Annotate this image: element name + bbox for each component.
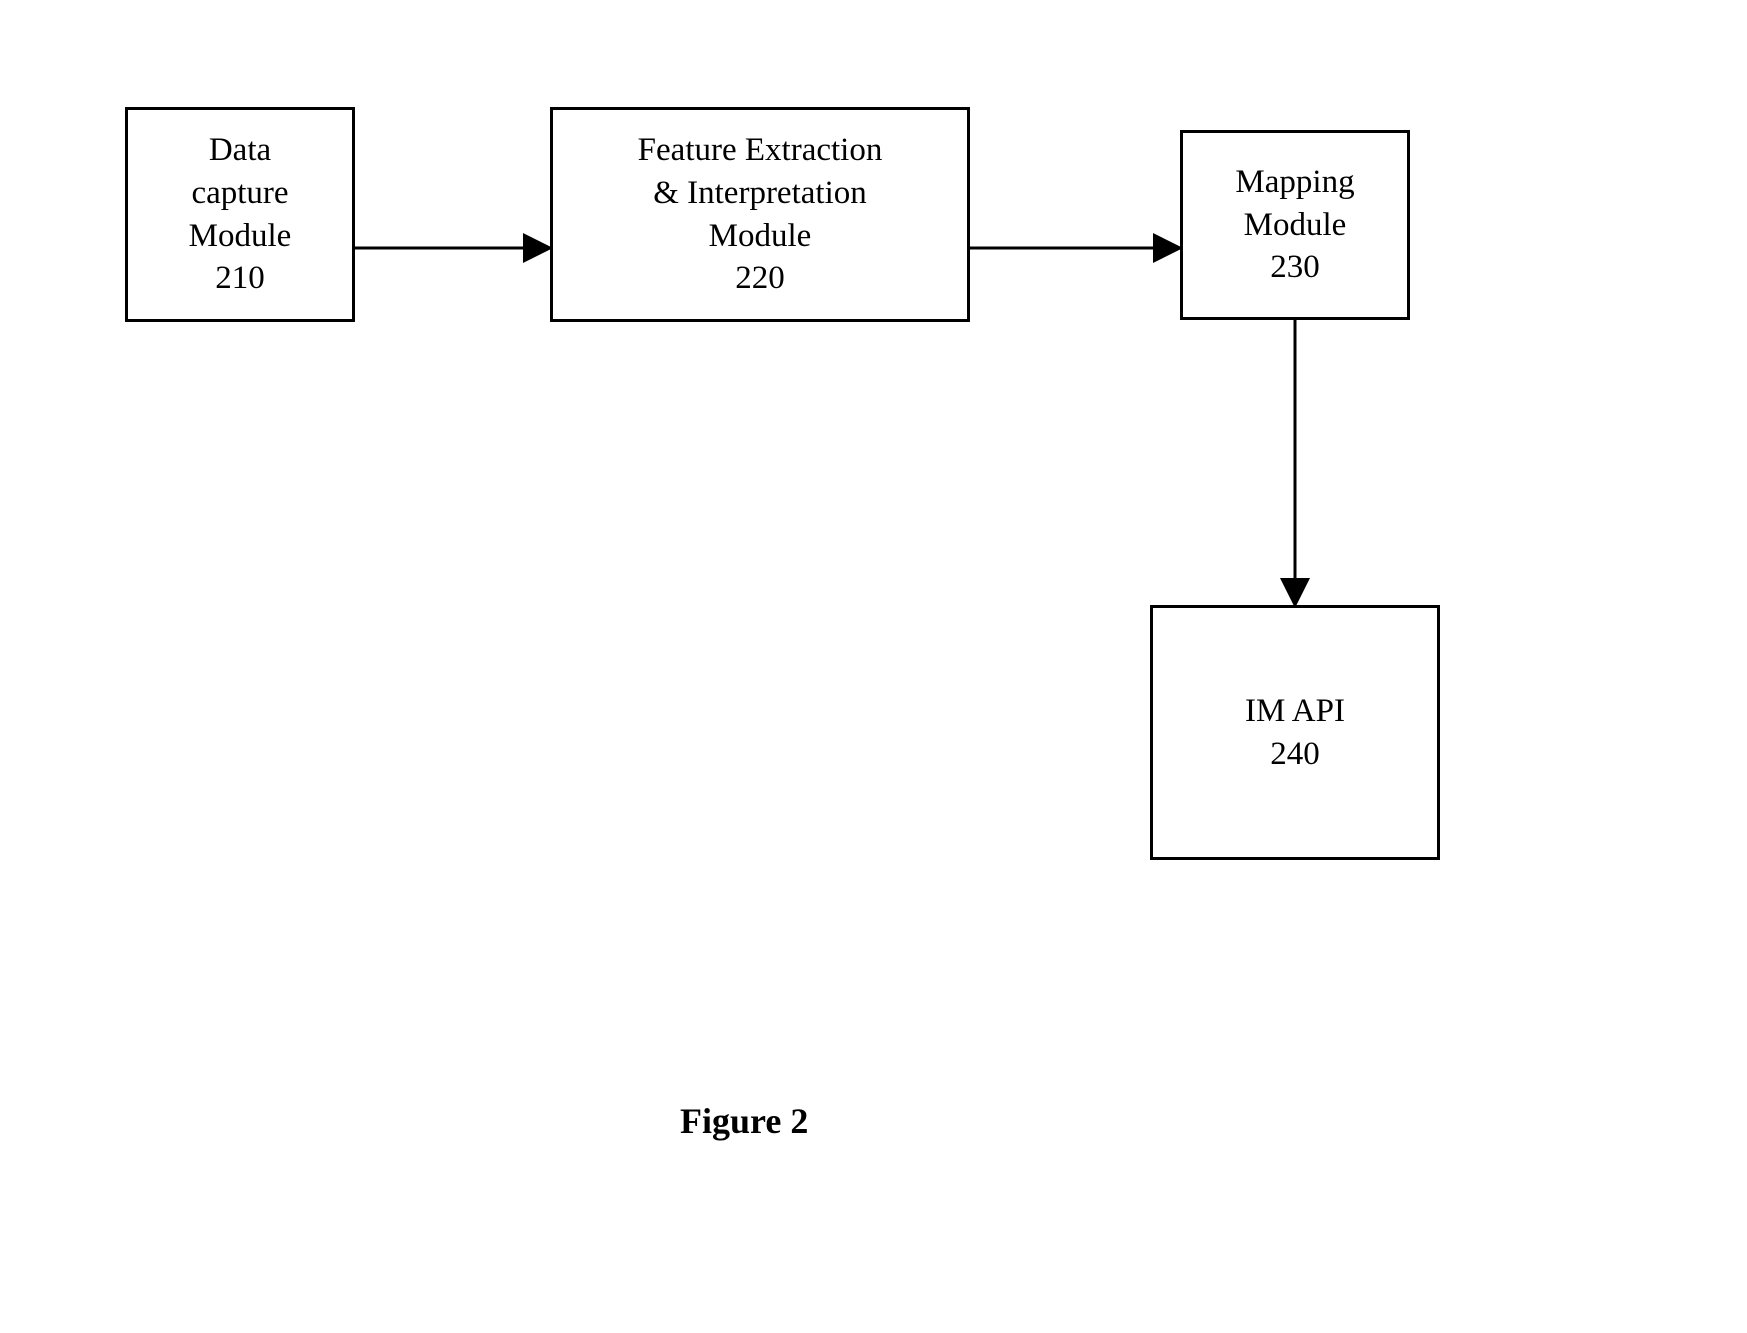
node-mapping: Mapping Module 230 xyxy=(1180,130,1410,320)
node-data-capture: Data capture Module 210 xyxy=(125,107,355,322)
node-label-im-api: IM API 240 xyxy=(1245,690,1345,776)
node-label-mapping: Mapping Module 230 xyxy=(1235,161,1354,290)
caption-text: Figure 2 xyxy=(680,1101,808,1141)
node-feature-extraction: Feature Extraction & Interpretation Modu… xyxy=(550,107,970,322)
node-label-feature-extraction: Feature Extraction & Interpretation Modu… xyxy=(638,129,883,301)
node-im-api: IM API 240 xyxy=(1150,605,1440,860)
node-label-data-capture: Data capture Module 210 xyxy=(189,129,292,301)
figure-caption: Figure 2 xyxy=(680,1100,808,1142)
